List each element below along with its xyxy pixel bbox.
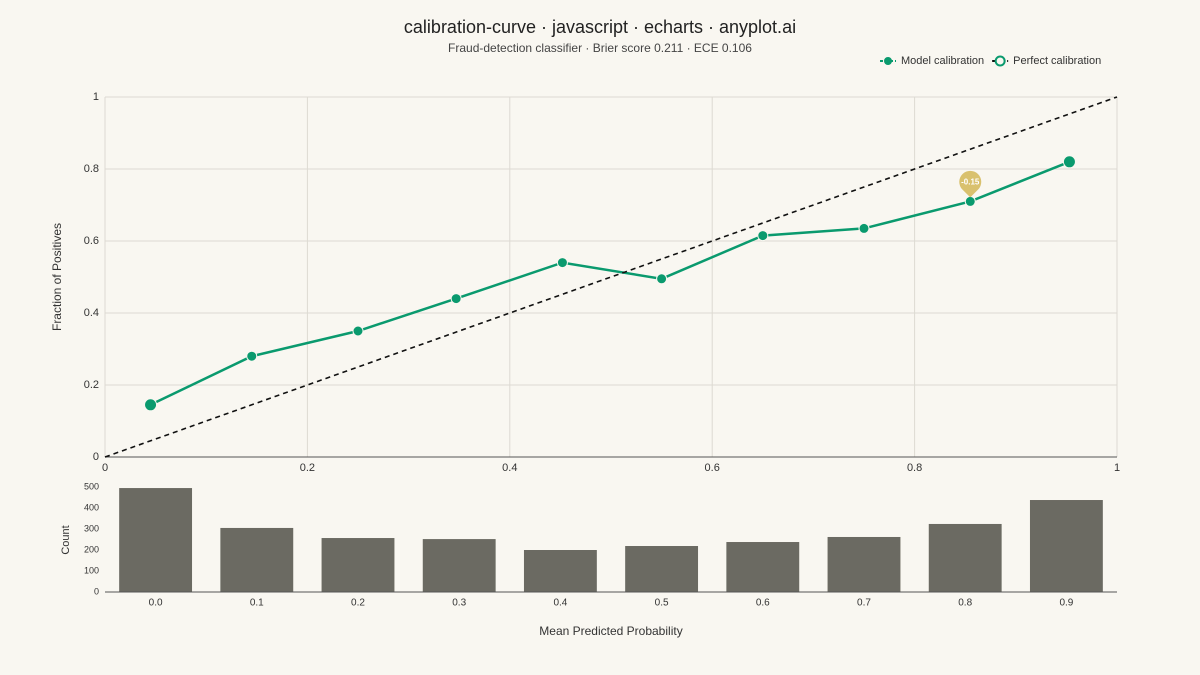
data-point bbox=[144, 398, 158, 412]
x-tick-label: 0 bbox=[102, 462, 108, 474]
x-tick-label: 0.6 bbox=[705, 462, 720, 474]
annotation-label: -0.15 bbox=[961, 178, 980, 187]
bar bbox=[827, 536, 901, 592]
legend-label: Model calibration bbox=[901, 55, 984, 67]
data-point bbox=[1062, 155, 1076, 169]
data-point bbox=[964, 195, 976, 207]
bar bbox=[422, 539, 496, 592]
x-tick-label: 1 bbox=[1114, 462, 1120, 474]
y-tick-label: 400 bbox=[84, 502, 99, 512]
x-tick-label: 0.9 bbox=[1059, 598, 1073, 609]
data-point bbox=[757, 230, 769, 242]
x-tick-label: 0.8 bbox=[958, 598, 972, 609]
data-point bbox=[656, 273, 668, 285]
data-point bbox=[450, 293, 462, 305]
bar bbox=[928, 523, 1002, 592]
x-tick-label: 0.7 bbox=[857, 598, 871, 609]
x-tick-label: 0.4 bbox=[553, 598, 567, 609]
legend-label: Perfect calibration bbox=[1013, 55, 1101, 67]
y-tick-label: 0 bbox=[93, 451, 99, 463]
x-tick-label: 0.3 bbox=[452, 598, 466, 609]
y-axis-label: Count bbox=[60, 525, 72, 554]
chart-subtitle: Fraud-detection classifier · Brier score… bbox=[448, 41, 752, 55]
x-tick-label: 0.6 bbox=[756, 598, 770, 609]
x-tick-label: 0.4 bbox=[502, 462, 517, 474]
bar bbox=[119, 488, 193, 592]
bar bbox=[1029, 500, 1103, 592]
y-tick-label: 300 bbox=[84, 523, 99, 533]
y-tick-label: 1 bbox=[93, 91, 99, 103]
y-tick-label: 0.2 bbox=[84, 379, 99, 391]
x-tick-label: 0.8 bbox=[907, 462, 922, 474]
y-tick-label: 0.6 bbox=[84, 235, 99, 247]
series-line bbox=[104, 96, 1118, 458]
x-tick-label: 0.2 bbox=[300, 462, 315, 474]
x-tick-label: 0.5 bbox=[655, 598, 669, 609]
data-point bbox=[352, 325, 364, 337]
series-line bbox=[149, 160, 1070, 406]
bar bbox=[321, 538, 395, 592]
legend-marker bbox=[884, 57, 892, 65]
y-tick-label: 500 bbox=[84, 481, 99, 491]
data-point bbox=[246, 350, 258, 362]
chart-title: calibration-curve · javascript · echarts… bbox=[404, 17, 796, 37]
data-point bbox=[556, 257, 568, 269]
bar bbox=[220, 527, 294, 592]
data-point bbox=[858, 222, 870, 234]
x-axis-label: Mean Predicted Probability bbox=[539, 624, 682, 638]
annotation-pin bbox=[959, 170, 982, 198]
x-tick-label: 0.0 bbox=[149, 598, 163, 609]
y-axis-label: Fraction of Positives bbox=[50, 223, 64, 331]
y-tick-label: 200 bbox=[84, 544, 99, 554]
bar bbox=[625, 546, 699, 592]
bar bbox=[726, 542, 800, 592]
y-tick-label: 0.8 bbox=[84, 163, 99, 175]
legend-marker bbox=[994, 55, 1006, 67]
x-tick-label: 0.1 bbox=[250, 598, 264, 609]
y-tick-label: 0.4 bbox=[84, 307, 99, 319]
bar bbox=[523, 550, 597, 592]
x-tick-label: 0.2 bbox=[351, 598, 365, 609]
y-tick-label: 0 bbox=[94, 586, 99, 596]
y-tick-label: 100 bbox=[84, 565, 99, 575]
